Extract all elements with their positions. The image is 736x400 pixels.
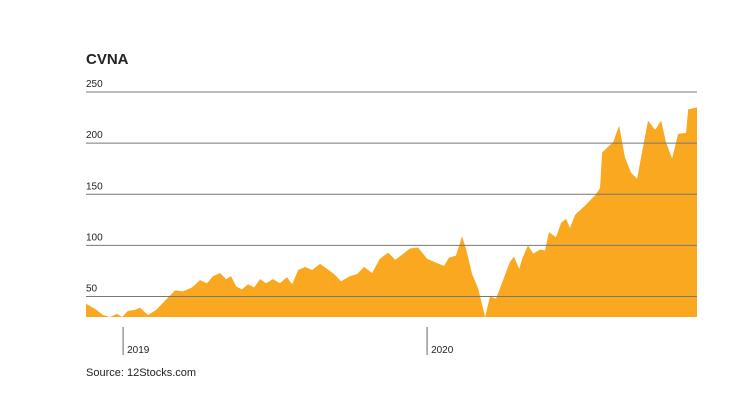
source: Source: 12Stocks.com	[86, 367, 196, 379]
area	[86, 107, 697, 317]
x-tick-label: 2020	[431, 345, 454, 356]
y-tick-label: 50	[86, 284, 98, 295]
chart-title: CVNA	[86, 51, 129, 68]
y-tick-label: 250	[86, 79, 103, 90]
y-tick-label: 200	[86, 130, 103, 141]
x-tick-label: 2019	[127, 345, 150, 356]
y-tick-label: 150	[86, 181, 103, 192]
y-tick-label: 100	[86, 232, 103, 243]
